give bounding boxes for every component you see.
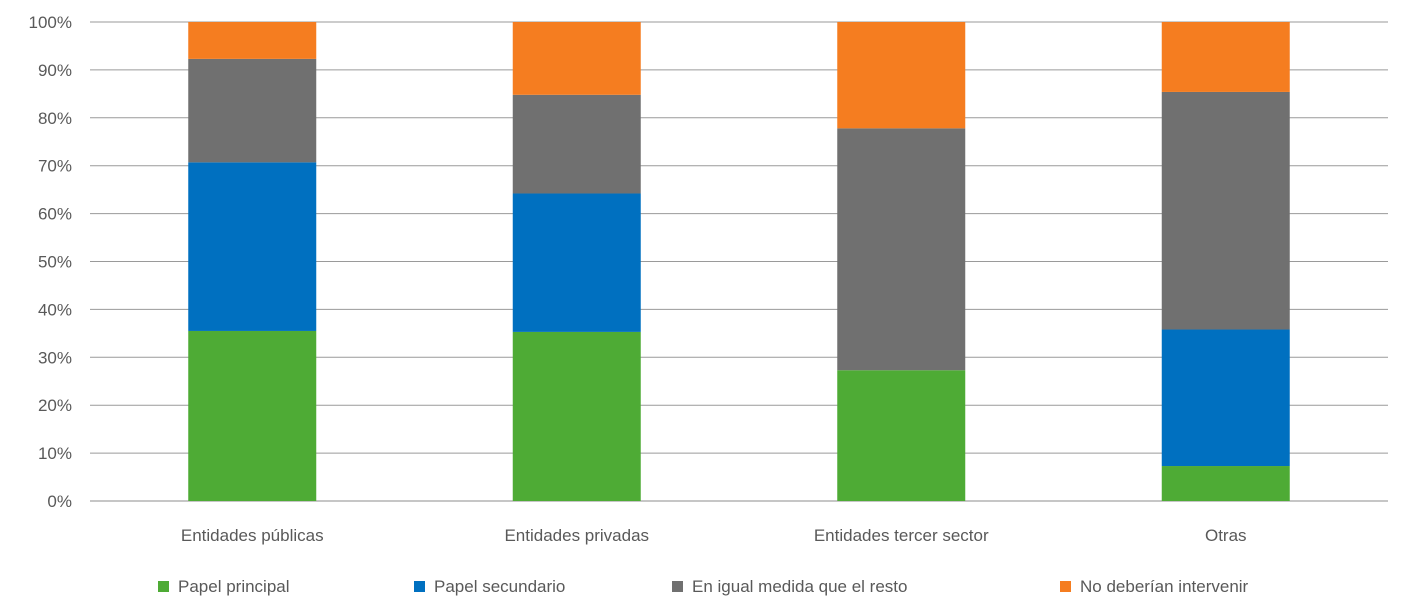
bar-segment <box>837 370 966 501</box>
x-tick-label: Otras <box>1205 526 1247 545</box>
legend: Papel principal Papel secundario En igual … <box>158 577 1249 596</box>
y-tick-label: 90% <box>38 61 72 80</box>
y-tick-label: 60% <box>38 205 72 224</box>
bar-segment <box>512 331 641 501</box>
x-axis-ticks: Entidades públicas Entidades privadas Enti… <box>181 526 1247 545</box>
bar-segment <box>188 58 317 163</box>
bar-segment <box>512 22 641 95</box>
legend-swatch <box>414 581 425 592</box>
bars <box>188 22 1290 501</box>
bar-segment <box>512 94 641 194</box>
bar-segment <box>512 193 641 332</box>
legend-swatch <box>1060 581 1071 592</box>
bar-segment <box>1161 91 1290 330</box>
y-axis-ticks: 0% 10% 20% 30% 40% 50% 60% 70% 80% 90% 100% <box>29 13 72 511</box>
x-tick-label: Entidades privadas <box>504 526 649 545</box>
legend-item: Papel principal <box>158 577 290 596</box>
bar-segment <box>837 22 966 129</box>
y-tick-label: 100% <box>29 13 72 32</box>
legend-label: Papel secundario <box>434 577 565 596</box>
legend-item: No deberían intervenir <box>1060 577 1249 596</box>
x-tick-label: Entidades públicas <box>181 526 324 545</box>
legend-item: En igual medida que el resto <box>672 577 907 596</box>
legend-label: No deberían intervenir <box>1080 577 1249 596</box>
bar-segment <box>1161 466 1290 501</box>
y-tick-label: 70% <box>38 157 72 176</box>
y-tick-label: 20% <box>38 396 72 415</box>
y-tick-label: 10% <box>38 444 72 463</box>
bar-segment <box>188 330 317 501</box>
y-tick-label: 80% <box>38 109 72 128</box>
x-tick-label: Entidades tercer sector <box>814 526 989 545</box>
bar-segment <box>188 22 317 59</box>
legend-swatch <box>158 581 169 592</box>
legend-label: Papel principal <box>178 577 290 596</box>
legend-item: Papel secundario <box>414 577 565 596</box>
legend-swatch <box>672 581 683 592</box>
y-tick-label: 0% <box>47 492 72 511</box>
bar-segment <box>188 162 317 331</box>
legend-label: En igual medida que el resto <box>692 577 907 596</box>
y-tick-label: 30% <box>38 348 72 367</box>
bar-segment <box>1161 22 1290 92</box>
y-tick-label: 40% <box>38 300 72 319</box>
y-tick-label: 50% <box>38 253 72 272</box>
bar-segment <box>837 128 966 371</box>
bar-segment <box>1161 329 1290 467</box>
